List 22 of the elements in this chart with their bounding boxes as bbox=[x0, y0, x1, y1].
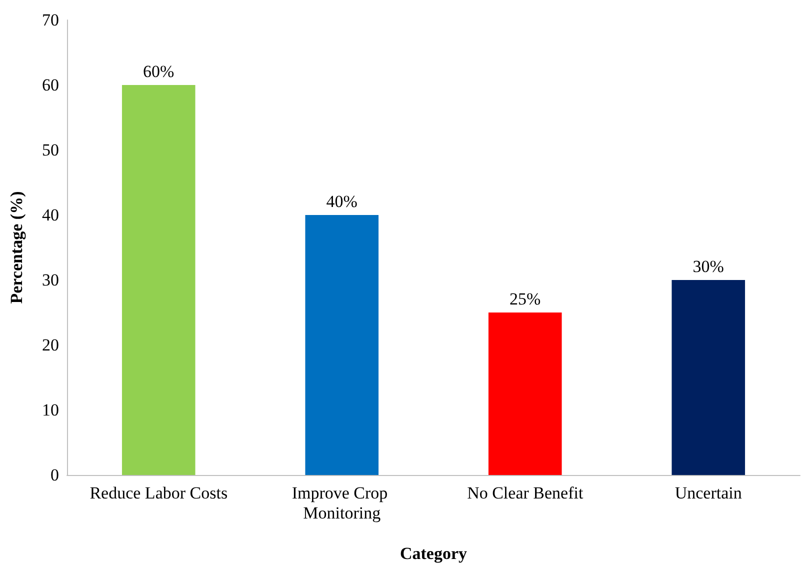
bar bbox=[305, 215, 379, 475]
y-tick-label: 30 bbox=[42, 270, 59, 290]
y-tick-label: 10 bbox=[42, 400, 59, 420]
x-tick-label: Reduce Labor Costs bbox=[90, 484, 228, 502]
y-tick-label: 40 bbox=[42, 206, 59, 224]
data-label: 30% bbox=[692, 257, 724, 276]
x-tick-label: Improve Crop Monitoring bbox=[292, 484, 392, 522]
y-tick-label: 0 bbox=[50, 466, 59, 484]
x-axis-title: Category bbox=[400, 544, 468, 563]
x-tick-label: No Clear Benefit bbox=[467, 484, 584, 502]
bar bbox=[672, 280, 746, 475]
data-label: 25% bbox=[510, 290, 541, 308]
x-tick-label: Uncertain bbox=[674, 484, 742, 502]
data-label: 60% bbox=[143, 62, 174, 81]
y-axis-title: Percentage (%) bbox=[7, 191, 26, 304]
y-tick-label: 20 bbox=[42, 336, 59, 354]
bar bbox=[488, 312, 562, 475]
y-tick-label: 60 bbox=[42, 76, 59, 94]
y-tick-label: 70 bbox=[42, 10, 59, 30]
bar bbox=[122, 85, 196, 475]
y-tick-label: 50 bbox=[42, 140, 59, 160]
data-label: 40% bbox=[326, 192, 358, 211]
